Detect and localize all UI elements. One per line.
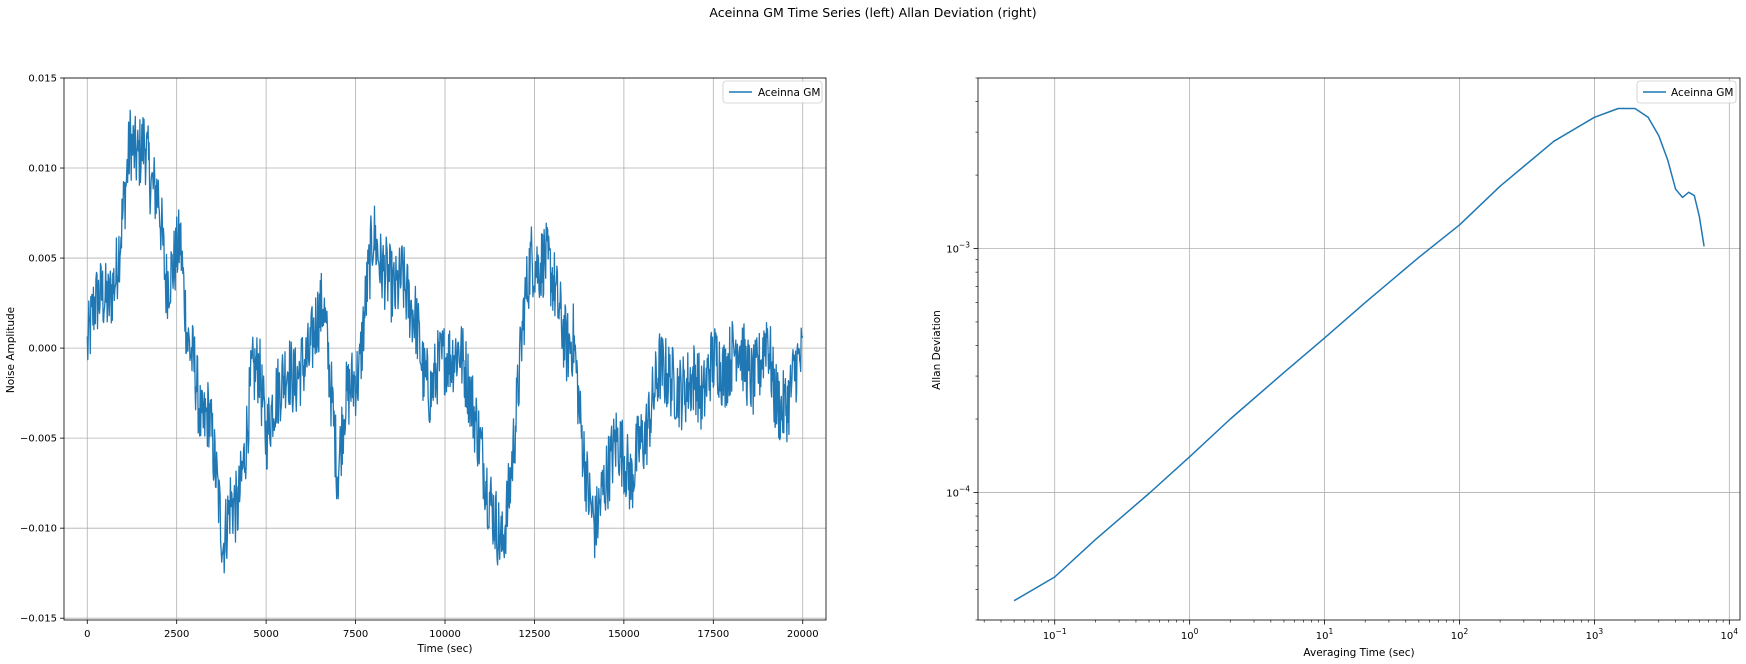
left-y-tick-label: 0.015 [28,74,57,85]
left-legend: Aceinna GM [722,80,823,104]
right-series-line [1013,107,1705,602]
right-legend: Aceinna GM [1636,80,1737,104]
left-series-line [86,109,804,574]
left-plot: 0 2500 5000 7500 10000 12500 15000 17500 20000 −… [5,74,827,655]
right-grid [978,78,1740,620]
left-y-tick-label: 0.000 [28,344,57,355]
left-y-tick-label: −0.010 [20,524,57,535]
right-series [1013,107,1705,602]
right-legend-label: Aceinna GM [1671,87,1733,99]
left-x-ticks: 0 2500 5000 7500 10000 12500 15000 17500 20000 [84,620,819,640]
left-x-tick-label: 12500 [519,629,551,640]
right-axes-frame [977,77,1741,621]
right-y-ticks: 10−4 10−3 [946,77,978,621]
left-y-tick-label: −0.005 [20,434,57,445]
left-x-tick-label: 15000 [608,629,640,640]
figure-suptitle: Aceinna GM Time Series (left) Allan Devi… [709,5,1036,20]
left-x-tick-label: 5000 [253,629,278,640]
left-legend-label: Aceinna GM [758,87,820,99]
left-y-tick-label: −0.015 [20,614,57,625]
right-x-ticks: 10−1 100 101 102 103 104 [983,620,1739,642]
left-x-tick-label: 20000 [787,629,819,640]
right-y-tick-label: 10−3 [946,241,970,256]
left-x-tick-label: 0 [84,629,90,640]
left-legend-box [722,80,823,104]
left-y-ticks: −0.015 −0.010 −0.005 0.000 0.005 0.010 0.015 [20,74,64,625]
left-x-tick-label: 17500 [697,629,729,640]
right-y-tick-label: 10−4 [946,484,970,499]
right-legend-box [1636,80,1737,104]
right-y-axis-label: Allan Deviation [931,310,943,390]
left-x-axis-label: Time (sec) [417,643,473,655]
left-y-axis-label: Noise Amplitude [5,307,17,393]
right-plot: 10−1 100 101 102 103 104 10−4 10−3 Averaging T… [931,77,1741,659]
right-x-tick-label: 102 [1451,627,1469,642]
left-x-tick-label: 7500 [343,629,368,640]
right-x-tick-label: 10−1 [1043,627,1067,642]
left-y-tick-label: 0.005 [28,254,57,265]
left-x-tick-label: 2500 [164,629,189,640]
right-x-tick-label: 103 [1586,627,1604,642]
right-x-tick-label: 101 [1316,627,1334,642]
right-x-axis-label: Averaging Time (sec) [1303,647,1414,659]
left-x-tick-label: 10000 [429,629,461,640]
right-x-tick-label: 100 [1181,627,1199,642]
left-series [86,109,804,574]
right-x-tick-label: 104 [1721,627,1739,642]
left-y-tick-label: 0.010 [28,164,57,175]
left-grid [64,77,826,620]
